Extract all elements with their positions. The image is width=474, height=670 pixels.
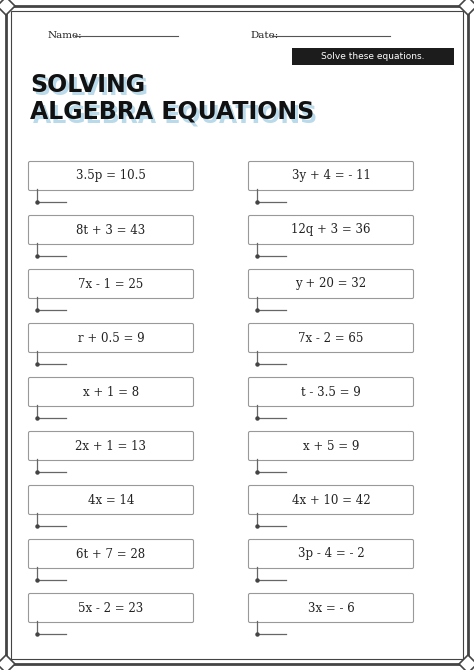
Text: Name:: Name: <box>48 31 82 40</box>
FancyBboxPatch shape <box>248 269 413 299</box>
FancyBboxPatch shape <box>248 161 413 190</box>
Text: 2x + 1 = 13: 2x + 1 = 13 <box>75 440 146 452</box>
Bar <box>292 48 454 65</box>
Polygon shape <box>459 655 474 670</box>
Text: 3x = - 6: 3x = - 6 <box>308 602 355 614</box>
Text: 7x - 2 = 65: 7x - 2 = 65 <box>298 332 364 344</box>
Text: Solve these equations.: Solve these equations. <box>321 52 425 61</box>
FancyBboxPatch shape <box>28 377 193 407</box>
Text: 3p - 4 = - 2: 3p - 4 = - 2 <box>298 547 365 561</box>
Polygon shape <box>0 655 15 670</box>
Text: SOLVING: SOLVING <box>33 76 148 100</box>
FancyBboxPatch shape <box>248 539 413 569</box>
Text: 4x + 10 = 42: 4x + 10 = 42 <box>292 494 370 507</box>
Text: ALGEBRA EQUATIONS: ALGEBRA EQUATIONS <box>33 103 317 127</box>
Text: x + 5 = 9: x + 5 = 9 <box>303 440 359 452</box>
Text: SOLVING: SOLVING <box>30 73 145 97</box>
FancyBboxPatch shape <box>248 216 413 245</box>
Text: x + 1 = 8: x + 1 = 8 <box>83 385 139 399</box>
FancyBboxPatch shape <box>28 216 193 245</box>
FancyBboxPatch shape <box>28 594 193 622</box>
FancyBboxPatch shape <box>248 324 413 352</box>
Text: Date:: Date: <box>250 31 278 40</box>
Text: 12q + 3 = 36: 12q + 3 = 36 <box>291 224 371 237</box>
FancyBboxPatch shape <box>28 161 193 190</box>
FancyBboxPatch shape <box>28 431 193 460</box>
Text: 8t + 3 = 43: 8t + 3 = 43 <box>76 224 146 237</box>
FancyBboxPatch shape <box>248 594 413 622</box>
FancyBboxPatch shape <box>28 324 193 352</box>
Polygon shape <box>0 0 15 15</box>
Text: 3y + 4 = - 11: 3y + 4 = - 11 <box>292 170 371 182</box>
FancyBboxPatch shape <box>248 486 413 515</box>
Text: t - 3.5 = 9: t - 3.5 = 9 <box>301 385 361 399</box>
Polygon shape <box>459 0 474 15</box>
FancyBboxPatch shape <box>28 269 193 299</box>
Text: 4x = 14: 4x = 14 <box>88 494 134 507</box>
Text: 7x - 1 = 25: 7x - 1 = 25 <box>78 277 144 291</box>
FancyBboxPatch shape <box>248 377 413 407</box>
FancyBboxPatch shape <box>28 539 193 569</box>
Text: 3.5p = 10.5: 3.5p = 10.5 <box>76 170 146 182</box>
Text: ALGEBRA EQUATIONS: ALGEBRA EQUATIONS <box>30 100 314 124</box>
Text: 5x - 2 = 23: 5x - 2 = 23 <box>78 602 144 614</box>
Text: y + 20 = 32: y + 20 = 32 <box>295 277 366 291</box>
Text: 6t + 7 = 28: 6t + 7 = 28 <box>76 547 146 561</box>
FancyBboxPatch shape <box>28 486 193 515</box>
Text: r + 0.5 = 9: r + 0.5 = 9 <box>78 332 144 344</box>
FancyBboxPatch shape <box>248 431 413 460</box>
